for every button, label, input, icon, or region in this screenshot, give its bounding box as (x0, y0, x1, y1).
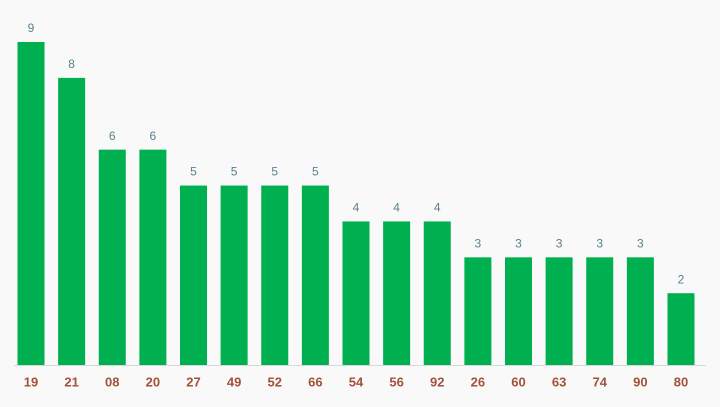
x-tick-label: 60 (511, 374, 525, 389)
x-tick-label: 20 (146, 374, 160, 389)
value-label: 3 (637, 237, 644, 251)
value-label: 6 (109, 129, 116, 143)
value-label: 3 (556, 237, 563, 251)
x-tick-label: 92 (430, 374, 444, 389)
x-tick-label: 74 (593, 374, 608, 389)
bar (180, 185, 208, 365)
bar (220, 185, 248, 365)
value-label: 4 (434, 201, 441, 215)
x-tick-label: 52 (268, 374, 282, 389)
value-label: 5 (312, 165, 319, 179)
bar (383, 221, 411, 365)
value-label: 3 (515, 237, 522, 251)
bar (464, 257, 492, 365)
x-tick-label: 19 (24, 374, 38, 389)
value-label: 5 (271, 165, 278, 179)
value-label: 6 (150, 129, 157, 143)
x-tick-label: 90 (633, 374, 647, 389)
value-label: 3 (596, 237, 603, 251)
bar (301, 185, 329, 365)
x-tick-label: 27 (186, 374, 200, 389)
value-label: 8 (68, 57, 75, 71)
bar (139, 149, 167, 365)
bar (423, 221, 451, 365)
value-label: 4 (353, 201, 360, 215)
x-tick-label: 49 (227, 374, 241, 389)
bar (342, 221, 370, 365)
bar (17, 42, 45, 365)
x-tick-label: 66 (308, 374, 322, 389)
x-tick-label: 63 (552, 374, 566, 389)
value-label: 9 (28, 21, 35, 35)
x-tick-label: 21 (64, 374, 78, 389)
bar (58, 77, 86, 365)
bar (261, 185, 289, 365)
bar (504, 257, 532, 365)
value-label: 2 (678, 272, 685, 286)
bar (586, 257, 614, 365)
x-tick-label: 54 (349, 374, 364, 389)
value-label: 3 (475, 237, 482, 251)
value-label: 5 (190, 165, 197, 179)
x-tick-label: 08 (105, 374, 119, 389)
bar (667, 293, 695, 365)
bar (545, 257, 573, 365)
value-label: 4 (393, 201, 400, 215)
x-tick-label: 80 (674, 374, 688, 389)
x-tick-label: 56 (389, 374, 403, 389)
value-label: 5 (231, 165, 238, 179)
x-tick-label: 26 (471, 374, 485, 389)
bar (626, 257, 654, 365)
bar (98, 149, 126, 365)
